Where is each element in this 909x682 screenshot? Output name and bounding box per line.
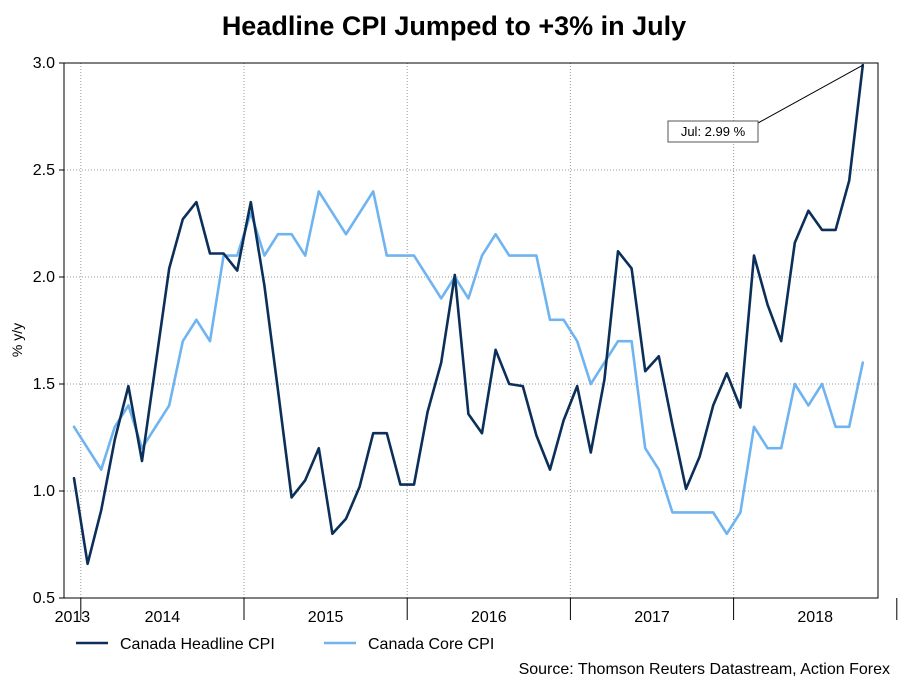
y-tick-label: 2.0	[33, 269, 55, 286]
y-axis-label: % y/y	[9, 323, 25, 357]
series-line-headline-cpi	[72, 63, 865, 566]
grid	[64, 62, 878, 598]
chart-title: Headline CPI Jumped to +3% in July	[222, 11, 686, 41]
x-tick-label: 2015	[308, 609, 344, 626]
annotation-label: Jul: 2.99 %	[681, 124, 746, 139]
legend-label-core-cpi: Canada Core CPI	[368, 636, 494, 653]
x-tick-label: 2014	[145, 609, 181, 626]
y-tick-label: 2.5	[33, 162, 55, 179]
x-axis: 2013 2014 2015 2016 2017 2018	[55, 598, 898, 626]
series-lines	[72, 63, 865, 566]
x-tick-label: 2017	[634, 609, 670, 626]
legend-label-headline-cpi: Canada Headline CPI	[120, 636, 275, 653]
x-tick-label: 2016	[471, 609, 507, 626]
y-tick-label: 0.5	[33, 590, 55, 607]
annotation-box	[667, 120, 759, 143]
series-line-core-cpi	[72, 190, 865, 536]
y-tick-label: 3.0	[33, 55, 55, 72]
x-tick-label: 2013	[55, 609, 91, 626]
y-tick-label: 1.0	[33, 483, 55, 500]
plot-area-frame	[63, 62, 879, 599]
annotation: Jul: 2.99 %	[667, 64, 864, 143]
annotation-leader-line	[757, 64, 864, 124]
x-tick-label: 2018	[797, 609, 833, 626]
legend: Canada Headline CPI Canada Core CPI	[76, 636, 494, 653]
y-tick-label: 1.5	[33, 376, 55, 393]
y-axis: 0.5 1.0 1.5 2.0 2.5 3.0	[33, 55, 64, 607]
source-note: Source: Thomson Reuters Datastream, Acti…	[519, 661, 890, 678]
